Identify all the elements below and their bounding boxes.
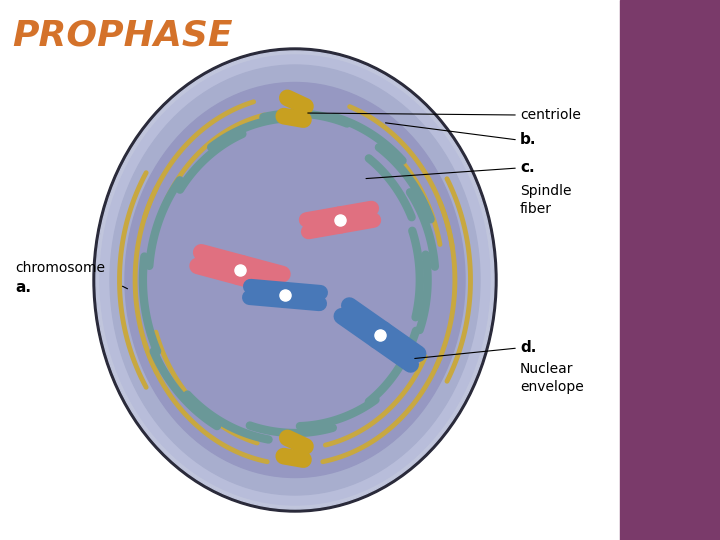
Text: b.: b.	[520, 132, 536, 147]
Text: a.: a.	[15, 280, 31, 295]
Bar	[620, 0, 720, 540]
Ellipse shape	[125, 83, 465, 477]
Text: Spindle
fiber: Spindle fiber	[520, 184, 572, 216]
Text: PROPHASE: PROPHASE	[12, 18, 233, 52]
Text: chromosome: chromosome	[15, 261, 105, 275]
Ellipse shape	[110, 65, 480, 495]
Text: d.: d.	[520, 341, 536, 355]
Ellipse shape	[96, 51, 494, 509]
Text: Nuclear
envelope: Nuclear envelope	[520, 362, 584, 394]
Ellipse shape	[93, 48, 497, 512]
Text: c.: c.	[520, 160, 535, 176]
Ellipse shape	[100, 55, 490, 505]
Text: centriole: centriole	[520, 108, 581, 122]
